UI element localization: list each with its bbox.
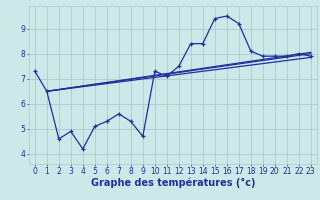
X-axis label: Graphe des températures (°c): Graphe des températures (°c) <box>91 178 255 188</box>
